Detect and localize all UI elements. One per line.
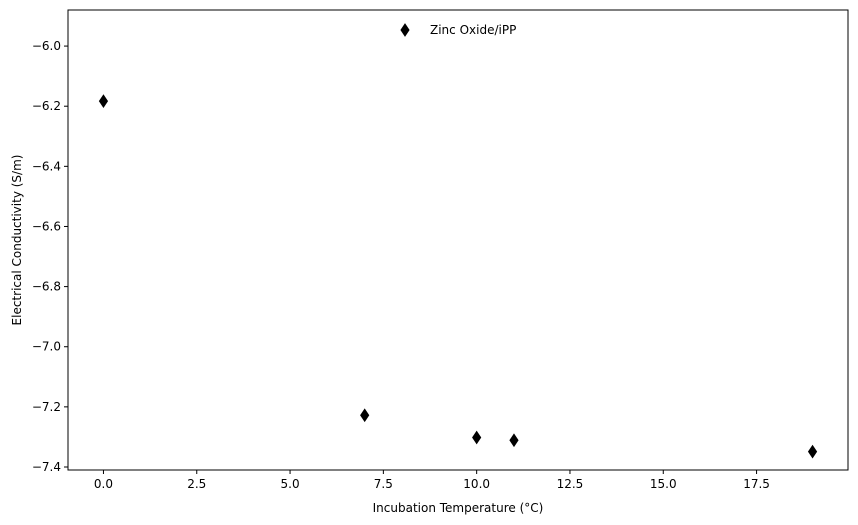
legend: Zinc Oxide/iPP — [400, 23, 516, 37]
plot-frame — [67, 9, 849, 471]
y-tick-label: −6.6 — [32, 219, 61, 233]
legend-label: Zinc Oxide/iPP — [430, 23, 516, 37]
x-tick-label: 10.0 — [463, 477, 490, 491]
y-tick-label: −6.0 — [32, 39, 61, 53]
data-point — [509, 433, 519, 448]
x-tick-label: 12.5 — [557, 477, 584, 491]
data-points — [98, 94, 818, 459]
y-axis: −6.0 −6.2 −6.4 −6.6 −6.8 −7.0 −7.2 −7.4 — [32, 39, 68, 474]
x-tick-label: 2.5 — [187, 477, 206, 491]
x-tick-label: 15.0 — [650, 477, 677, 491]
y-tick-label: −6.4 — [32, 159, 61, 173]
y-tick-label: −7.2 — [32, 400, 61, 414]
data-point — [98, 94, 109, 108]
y-tick-label: −6.8 — [32, 280, 61, 294]
y-tick-label: −6.2 — [32, 99, 61, 113]
x-tick-label: 7.5 — [374, 477, 393, 491]
x-axis: 0.0 2.5 5.0 7.5 10.0 12.5 15.0 17.5 — [94, 470, 770, 491]
y-tick-label: −7.0 — [32, 340, 61, 354]
y-tick-label: −7.4 — [32, 460, 61, 474]
legend-marker-diamond — [400, 23, 410, 37]
plot-area — [68, 10, 848, 470]
x-axis-label: Incubation Temperature (°C) — [373, 501, 544, 515]
x-tick-label: 0.0 — [94, 477, 113, 491]
data-point — [472, 430, 482, 445]
data-point — [360, 408, 370, 423]
x-tick-label: 5.0 — [281, 477, 300, 491]
data-point — [807, 444, 818, 459]
y-axis-label: Electrical Conductivity (S/m) — [10, 155, 24, 326]
x-tick-label: 17.5 — [743, 477, 770, 491]
